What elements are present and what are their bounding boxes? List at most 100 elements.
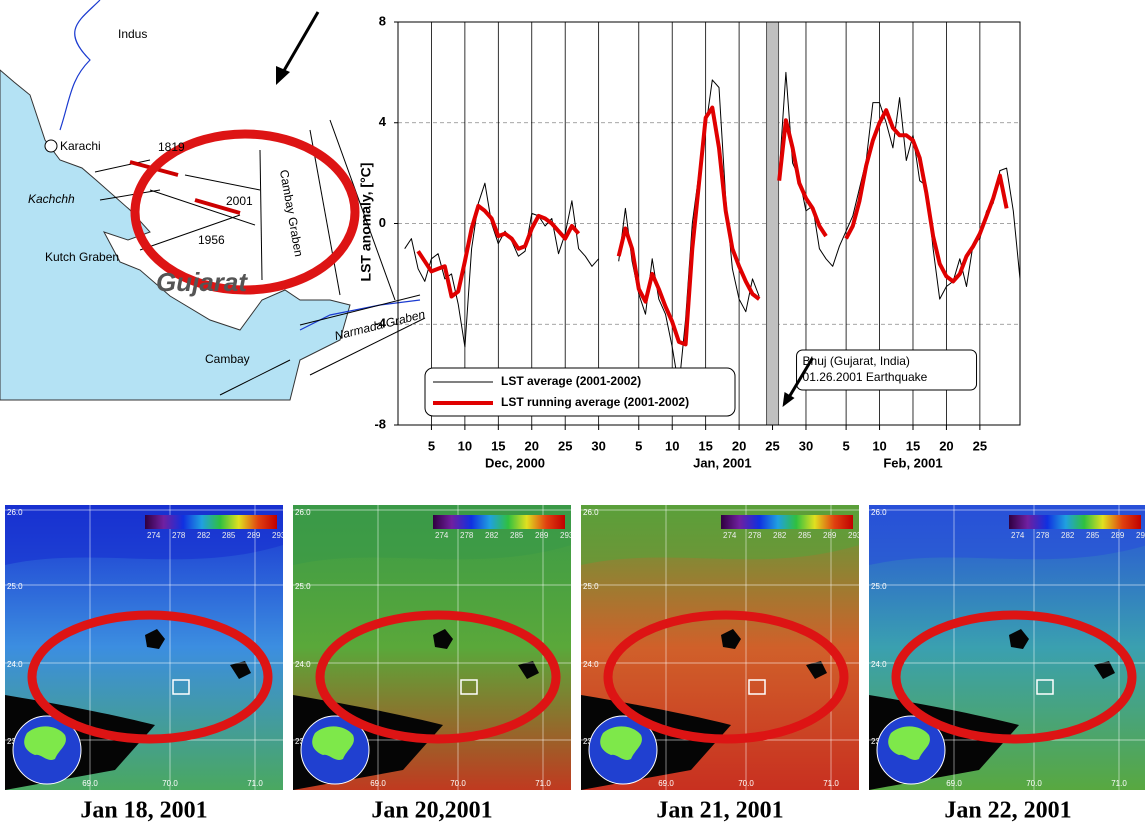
- colorbar-label: 274: [147, 531, 161, 540]
- colorbar-label: 285: [510, 531, 524, 540]
- satellite-image: 26.025.024.023.069.070.071.0274278282285…: [869, 505, 1145, 790]
- colorbar-label: 293: [560, 531, 574, 540]
- lat-label: 26.0: [295, 508, 311, 517]
- lat-label: 26.0: [583, 508, 599, 517]
- image-caption: Jan 20,2001: [371, 798, 492, 824]
- y-tick-label: -8: [374, 416, 386, 431]
- event-bar: [767, 22, 779, 425]
- lon-label: 70.0: [162, 779, 178, 788]
- map-label: Kutch Graben: [45, 250, 119, 264]
- map-label: Indus: [118, 27, 147, 41]
- colorbar-label: 282: [197, 531, 211, 540]
- x-tick-label: 20: [939, 438, 953, 453]
- x-tick-label: 5: [635, 438, 642, 453]
- x-tick-label: 10: [872, 438, 886, 453]
- lon-label: 71.0: [247, 779, 263, 788]
- colorbar-label: 285: [222, 531, 236, 540]
- x-tick-label: 15: [698, 438, 712, 453]
- lat-label: 24.0: [583, 660, 599, 669]
- satellite-image: 26.025.024.023.069.070.071.0274278282285…: [581, 505, 862, 790]
- colorbar-label: 282: [485, 531, 499, 540]
- lat-label: 25.0: [583, 582, 599, 591]
- colorbar-label: 274: [435, 531, 449, 540]
- lon-label: 70.0: [450, 779, 466, 788]
- lat-label: 25.0: [7, 582, 23, 591]
- colorbar-label: 282: [773, 531, 787, 540]
- colorbar-label: 289: [823, 531, 837, 540]
- colorbar-label: 274: [723, 531, 737, 540]
- x-tick-label: 15: [491, 438, 505, 453]
- ruptures: [130, 162, 240, 213]
- colorbar-label: 278: [748, 531, 762, 540]
- map-label: 1956: [198, 233, 225, 247]
- lat-label: 26.0: [7, 508, 23, 517]
- colorbar-label: 282: [1061, 531, 1075, 540]
- colorbar-label: 293: [848, 531, 862, 540]
- lon-label: 69.0: [370, 779, 386, 788]
- x-group-label: Jan, 2001: [693, 455, 752, 470]
- x-tick-label: 10: [458, 438, 472, 453]
- colorbar-label: 285: [798, 531, 812, 540]
- legend-label: LST running average (2001-2002): [501, 395, 689, 409]
- lon-label: 71.0: [535, 779, 551, 788]
- colorbar-label: 285: [1086, 531, 1100, 540]
- y-tick-label: 4: [379, 114, 387, 129]
- map-label: 1819: [158, 140, 185, 154]
- x-tick-label: 10: [665, 438, 679, 453]
- x-group-label: Dec, 2000: [485, 455, 545, 470]
- x-tick-label: 5: [842, 438, 849, 453]
- image-caption: Jan 18, 2001: [80, 798, 207, 824]
- map-label: Cambay: [205, 352, 250, 366]
- image-caption: Jan 21, 2001: [656, 798, 783, 824]
- map-label: Kachchh: [28, 192, 75, 206]
- colorbar-label: 278: [172, 531, 186, 540]
- x-tick-label: 20: [732, 438, 746, 453]
- lat-label: 25.0: [295, 582, 311, 591]
- lon-label: 70.0: [738, 779, 754, 788]
- arrow-head: [276, 66, 290, 85]
- x-tick-label: 20: [525, 438, 539, 453]
- page: Indus Karachi 1819 Kachchh 2001 Kutch Gr…: [0, 0, 1145, 829]
- map-label: Cambay Graben: [277, 169, 306, 258]
- colorbar-label: 274: [1011, 531, 1025, 540]
- lat-label: 24.0: [7, 660, 23, 669]
- legend-label: LST average (2001-2002): [501, 374, 641, 388]
- colorbar-label: 293: [272, 531, 286, 540]
- lat-label: 24.0: [295, 660, 311, 669]
- y-tick-label: 0: [379, 215, 386, 230]
- colorbar-label: 278: [460, 531, 474, 540]
- figure: Indus Karachi 1819 Kachchh 2001 Kutch Gr…: [0, 0, 1145, 829]
- karachi-marker: [45, 140, 57, 152]
- x-tick-label: 25: [558, 438, 572, 453]
- colorbar-label: 278: [1036, 531, 1050, 540]
- colorbar-label: 289: [535, 531, 549, 540]
- annotation-text: 01.26.2001 Earthquake: [803, 370, 928, 384]
- colorbar-label: 293: [1136, 531, 1145, 540]
- x-tick-label: 30: [799, 438, 813, 453]
- lon-label: 69.0: [658, 779, 674, 788]
- lat-label: 24.0: [871, 660, 887, 669]
- lon-label: 70.0: [1026, 779, 1042, 788]
- satellite-image: 26.025.024.023.069.070.071.0274278282285…: [293, 505, 574, 790]
- y-tick-label: -4: [374, 316, 386, 331]
- lon-label: 71.0: [1111, 779, 1127, 788]
- x-tick-label: 5: [428, 438, 435, 453]
- arrow: [282, 12, 318, 74]
- colorbar-label: 289: [1111, 531, 1125, 540]
- map-label: 2001: [226, 194, 253, 208]
- annotation-arrow-head: [783, 392, 795, 407]
- lat-label: 25.0: [871, 582, 887, 591]
- colorbar: [145, 515, 277, 529]
- colorbar: [1009, 515, 1141, 529]
- lon-label: 71.0: [823, 779, 839, 788]
- colorbar: [433, 515, 565, 529]
- x-tick-label: 30: [591, 438, 605, 453]
- satellite-image: 26.025.024.023.069.070.071.0274278282285…: [5, 505, 286, 790]
- image-caption: Jan 22, 2001: [944, 798, 1071, 824]
- map-label: Karachi: [60, 139, 101, 153]
- annotation-text: Bhuj (Gujarat, India): [803, 354, 910, 368]
- colorbar: [721, 515, 853, 529]
- lon-label: 69.0: [82, 779, 98, 788]
- y-axis-label: LST anomaly, [°C]: [358, 163, 374, 282]
- y-tick-label: 8: [379, 13, 386, 28]
